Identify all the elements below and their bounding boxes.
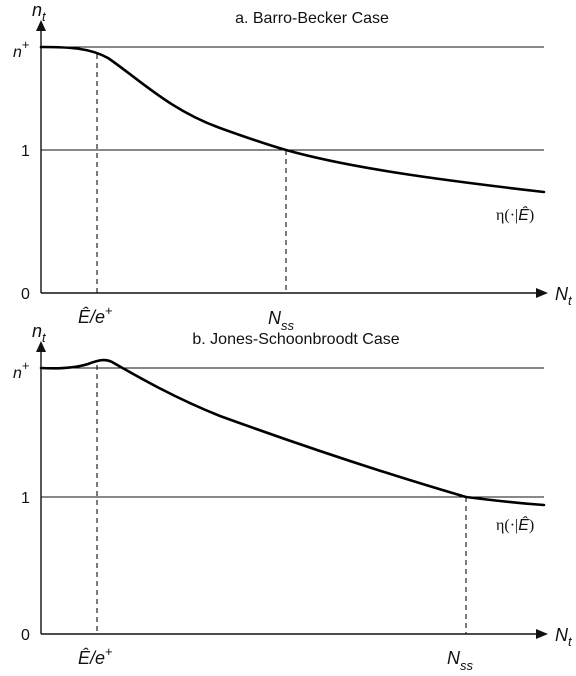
panel-b-eta-curve bbox=[39, 358, 546, 507]
panel-b-y-axis-label: nt bbox=[32, 321, 47, 345]
panel-a-y-tick-one: 1 bbox=[21, 143, 30, 160]
panel-a-y-tick-n-plus: n+ bbox=[13, 37, 30, 61]
panel-b-x-tick-e-hat-over-e-plus: Ê/e+ bbox=[78, 644, 113, 668]
panel-b-x-axis-label: Nt bbox=[555, 625, 573, 649]
panel-a-eta-curve bbox=[39, 45, 546, 194]
panel-b-y-tick-one: 1 bbox=[21, 490, 30, 507]
panel-b-title: b. Jones-Schoonbroodt Case bbox=[192, 331, 399, 348]
panel-b: b. Jones-Schoonbroodt Case nt n+ 1 0 Ê/e… bbox=[13, 321, 573, 673]
panel-a-x-axis-arrow bbox=[536, 288, 548, 298]
panel-a-y-axis-label: nt bbox=[32, 0, 47, 24]
panel-a-x-tick-e-hat-over-e-plus: Ê/e+ bbox=[78, 303, 113, 327]
panel-a-x-tick-nss: Nss bbox=[268, 308, 295, 333]
panel-b-x-axis-arrow bbox=[536, 629, 548, 639]
panel-b-y-tick-zero: 0 bbox=[21, 627, 30, 644]
panel-a-x-axis-label: Nt bbox=[555, 284, 573, 308]
panel-a-y-axis-arrow bbox=[36, 20, 46, 31]
panel-b-curve-label: η(·|Ê) bbox=[496, 515, 534, 534]
panel-a-curve-label: η(·|Ê) bbox=[496, 205, 534, 224]
panel-b-y-tick-n-plus: n+ bbox=[13, 358, 30, 382]
panel-a-y-tick-zero: 0 bbox=[21, 286, 30, 303]
panel-a: a. Barro-Becker Case nt n+ 1 0 Ê/e+ Nss … bbox=[13, 0, 573, 333]
panel-b-y-axis-arrow bbox=[36, 341, 46, 352]
panel-b-x-tick-nss: Nss bbox=[447, 648, 474, 673]
panel-a-title: a. Barro-Becker Case bbox=[235, 10, 389, 27]
